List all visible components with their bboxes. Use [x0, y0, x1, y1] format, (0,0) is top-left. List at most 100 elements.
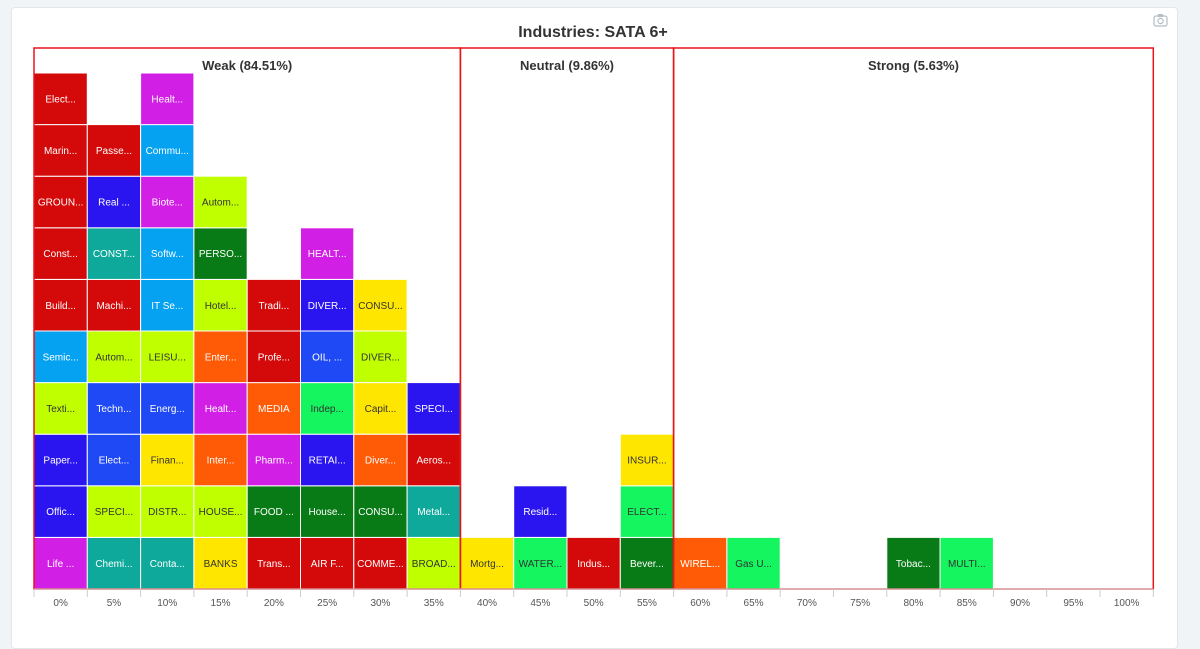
heatmap-cell[interactable]: Resid... — [513, 485, 568, 538]
heatmap-cell[interactable]: COMME... — [353, 536, 408, 590]
heatmap-cell[interactable]: WATER... — [513, 536, 568, 590]
heatmap-cell[interactable]: Elect... — [33, 72, 88, 126]
heatmap-cell-label: SPECI... — [415, 404, 453, 415]
heatmap-cell[interactable]: CONSU... — [353, 485, 408, 538]
heatmap-cell-rect — [140, 485, 195, 538]
heatmap-cell[interactable]: Life ... — [33, 536, 88, 590]
heatmap-cell[interactable]: House... — [300, 485, 355, 538]
heatmap-cell[interactable]: CONST... — [86, 227, 142, 280]
heatmap-cell[interactable]: HOUSE... — [193, 485, 248, 538]
heatmap-cell[interactable]: Autom... — [86, 330, 142, 384]
heatmap-cell[interactable]: Machi... — [86, 278, 142, 332]
heatmap-cell-label: LEISU... — [149, 352, 186, 363]
heatmap-cell-label: Elect... — [99, 456, 130, 467]
heatmap-cell[interactable]: Aeros... — [406, 433, 461, 487]
heatmap-cell[interactable]: AIR F... — [300, 536, 355, 590]
heatmap-cell[interactable]: Marin... — [33, 124, 88, 177]
heatmap-cell[interactable]: DIVER... — [353, 330, 408, 384]
heatmap-cell[interactable]: Autom... — [193, 175, 248, 229]
heatmap-cell[interactable]: Trans... — [246, 536, 301, 590]
heatmap-cell[interactable]: Inter... — [193, 433, 248, 487]
heatmap-cell[interactable]: Enter... — [193, 330, 248, 384]
x-tick-label: 15% — [211, 598, 231, 609]
heatmap-cell[interactable]: CONSU... — [353, 278, 408, 332]
heatmap-cell[interactable]: Commu... — [140, 124, 195, 177]
heatmap-cell[interactable]: Tradi... — [246, 278, 301, 332]
heatmap-cell[interactable]: Gas U... — [726, 536, 781, 590]
heatmap-cell[interactable]: Softw... — [140, 227, 195, 280]
heatmap-cell-label: DIVER... — [308, 301, 347, 312]
heatmap-cell[interactable]: Chemi... — [86, 536, 142, 590]
heatmap-cell-label: Energ... — [150, 404, 185, 415]
heatmap-cell[interactable]: Diver... — [353, 433, 408, 487]
heatmap-cell-label: RETAI... — [309, 456, 346, 467]
heatmap-cell[interactable]: DIVER... — [300, 278, 355, 332]
heatmap-cell-rect — [246, 278, 301, 332]
heatmap-cell[interactable]: MEDIA — [246, 382, 301, 435]
heatmap-cell-label: Commu... — [146, 146, 189, 157]
chart-title: Industries: SATA 6+ — [518, 24, 668, 41]
heatmap-cell[interactable]: Tobac... — [886, 536, 941, 590]
heatmap-cell[interactable]: WIREL... — [673, 536, 728, 590]
heatmap-cell[interactable]: FOOD ... — [246, 485, 301, 538]
heatmap-cell[interactable]: DISTR... — [140, 485, 195, 538]
camera-icon[interactable] — [1153, 14, 1168, 27]
heatmap-cell[interactable]: Mortg... — [459, 536, 515, 590]
heatmap-cell[interactable]: Metal... — [406, 485, 461, 538]
heatmap-cell-label: Indep... — [310, 404, 343, 415]
heatmap-cell[interactable]: Pharm... — [246, 433, 301, 487]
heatmap-cell[interactable]: BANKS — [193, 536, 248, 590]
heatmap-cell[interactable]: Passe... — [86, 124, 142, 177]
heatmap-cell[interactable]: Offic... — [33, 485, 88, 538]
heatmap-cell[interactable]: Paper... — [33, 433, 88, 487]
heatmap-cell[interactable]: RETAI... — [300, 433, 355, 487]
heatmap-cell-rect — [140, 72, 195, 126]
heatmap-cell[interactable]: Techn... — [86, 382, 142, 435]
heatmap-cell[interactable]: Hotel... — [193, 278, 248, 332]
heatmap-cell[interactable]: Healt... — [193, 382, 248, 435]
heatmap-cell-rect — [566, 536, 621, 590]
heatmap-cell[interactable]: Indus... — [566, 536, 621, 590]
x-tick-label: 100% — [1114, 598, 1140, 609]
heatmap-cell[interactable]: Capit... — [353, 382, 408, 435]
heatmap-cell[interactable]: Healt... — [140, 72, 195, 126]
heatmap-cell[interactable]: Profe... — [246, 330, 301, 384]
x-tick-label: 70% — [797, 598, 817, 609]
heatmap-cell[interactable]: MULTI... — [939, 536, 994, 590]
heatmap-cell[interactable]: SPECI... — [406, 382, 461, 435]
heatmap-cell[interactable]: ELECT... — [619, 485, 675, 538]
heatmap-cell-label: Conta... — [150, 559, 185, 570]
heatmap-cell[interactable]: Elect... — [86, 433, 142, 487]
heatmap-cell[interactable]: INSUR... — [619, 433, 675, 487]
heatmap-cell[interactable]: BROAD... — [406, 536, 461, 590]
heatmap-cell[interactable]: Conta... — [140, 536, 195, 590]
heatmap-cell[interactable]: Energ... — [140, 382, 195, 435]
heatmap-cell[interactable]: Indep... — [300, 382, 355, 435]
heatmap-cell[interactable]: Bever... — [619, 536, 675, 590]
heatmap-cell[interactable]: OIL, ... — [300, 330, 355, 384]
heatmap-cell[interactable]: LEISU... — [140, 330, 195, 384]
heatmap-cell[interactable]: HEALT... — [300, 227, 355, 280]
heatmap-cell-label: Autom... — [95, 352, 132, 363]
heatmap-cell[interactable]: IT Se... — [140, 278, 195, 332]
heatmap-cell-label: ELECT... — [627, 507, 666, 518]
heatmap-cell[interactable]: Const... — [33, 227, 88, 280]
heatmap-cell[interactable]: SPECI... — [86, 485, 142, 538]
x-tick-label: 80% — [903, 598, 923, 609]
heatmap-cell-label: BROAD... — [412, 559, 456, 570]
heatmap-cell-label: Finan... — [151, 456, 184, 467]
heatmap-cell-rect — [300, 278, 355, 332]
heatmap-cell[interactable]: PERSO... — [193, 227, 248, 280]
heatmap-cell-rect — [33, 72, 88, 126]
x-tick-label: 40% — [477, 598, 497, 609]
heatmap-cell[interactable]: Finan... — [140, 433, 195, 487]
heatmap-cell[interactable]: GROUN... — [33, 175, 88, 229]
x-tick-label: 95% — [1063, 598, 1083, 609]
heatmap-cell[interactable]: Build... — [33, 278, 88, 332]
heatmap-cell[interactable]: Real ... — [86, 175, 142, 229]
heatmap-cell-label: CONSU... — [358, 507, 402, 518]
heatmap-cell[interactable]: Semic... — [33, 330, 88, 384]
heatmap-cell[interactable]: Texti... — [33, 382, 88, 435]
heatmap-cell-label: Resid... — [523, 507, 557, 518]
heatmap-cell[interactable]: Biote... — [140, 175, 195, 229]
